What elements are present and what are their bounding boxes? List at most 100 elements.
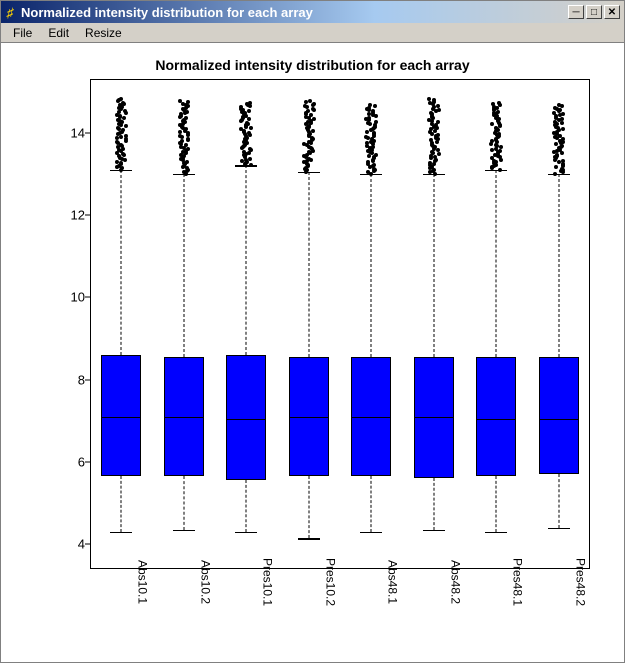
outlier-dot-Pres10.2-21 [302, 142, 306, 146]
median-line-Pres48.2 [539, 419, 579, 420]
outlier-dot-Abs10.1-33 [124, 124, 128, 128]
outlier-dot-Pres48.2-0 [553, 172, 557, 176]
outlier-dot-Pres10.1-0 [249, 163, 253, 167]
minimize-button[interactable]: ─ [568, 5, 584, 19]
outlier-dot-Pres48.2-5 [554, 165, 558, 169]
outlier-dot-Pres48.2-48 [552, 111, 556, 115]
outlier-dot-Abs10.1-1 [120, 166, 124, 170]
boxplot-group-Abs10.2 [153, 79, 216, 569]
outlier-dot-Abs48.1-41 [374, 120, 378, 124]
upper-whisker-Pres48.1 [496, 170, 497, 357]
outlier-dot-Pres10.1-37 [245, 121, 249, 125]
upper-whisker-cap-Pres48.1 [485, 170, 507, 171]
box-rect-Abs10.1[interactable] [101, 355, 141, 476]
median-line-Abs48.2 [414, 417, 454, 418]
menu-bar: File Edit Resize [1, 23, 624, 43]
outlier-dot-Pres10.1-31 [239, 127, 243, 131]
lower-whisker-cap-Abs48.1 [360, 532, 382, 533]
lower-whisker-cap-Pres48.1 [485, 532, 507, 533]
close-button[interactable]: ✕ [604, 5, 620, 19]
lower-whisker-Pres10.2 [308, 476, 309, 538]
outlier-dot-Abs48.2-17 [436, 148, 440, 152]
outlier-dot-Pres48.2-35 [561, 127, 565, 131]
outlier-dot-Pres48.2-27 [561, 137, 565, 141]
app-window: ♯ Normalized intensity distribution for … [0, 0, 625, 663]
y-tick-label-14: 14 [55, 125, 85, 140]
outlier-dot-Pres10.1-12 [242, 150, 246, 154]
outlier-dot-Abs48.1-32 [372, 131, 376, 135]
outlier-dot-Abs10.2-18 [186, 147, 190, 151]
outlier-dot-Abs48.1-27 [370, 137, 374, 141]
box-rect-Pres48.2[interactable] [539, 357, 579, 474]
menu-item-edit[interactable]: Edit [40, 24, 77, 42]
lower-whisker-Pres48.2 [558, 474, 559, 528]
outlier-dot-Abs48.2-24 [429, 138, 433, 142]
plot-area: Normalized intensity distribution for ea… [1, 43, 624, 662]
maximize-button[interactable]: □ [586, 5, 602, 19]
outlier-dot-Abs48.2-54 [427, 97, 431, 101]
menu-item-resize[interactable]: Resize [77, 24, 130, 42]
outlier-dot-Pres48.2-54 [557, 103, 561, 107]
outlier-dot-Abs10.1-23 [124, 137, 128, 141]
outlier-dot-Pres48.2-16 [560, 151, 564, 155]
outlier-dot-Pres10.2-10 [307, 157, 311, 161]
outlier-dot-Pres48.1-15 [498, 149, 502, 153]
outlier-dot-Abs10.2-28 [178, 134, 182, 138]
boxplot-group-Pres48.1 [465, 79, 528, 569]
outlier-dot-Abs10.2-54 [178, 99, 182, 103]
boxplot-group-Pres48.2 [528, 79, 591, 569]
outlier-dot-Pres48.1-54 [497, 101, 501, 105]
boxplot-group-Abs10.1 [90, 79, 153, 569]
outlier-dot-Abs48.2-8 [428, 161, 432, 165]
outlier-dot-Abs10.1-45 [123, 109, 127, 113]
outlier-dot-Abs10.1-26 [124, 134, 128, 138]
outlier-dot-Pres48.2-40 [560, 121, 564, 125]
outlier-dot-Pres48.2-23 [554, 142, 558, 146]
outlier-dot-Pres10.2-48 [311, 107, 315, 111]
outlier-dot-Abs48.2-46 [437, 108, 441, 112]
outlier-dot-Pres10.1-14 [248, 147, 252, 151]
outlier-dot-Pres10.1-40 [247, 117, 251, 121]
outlier-dot-Abs48.1-7 [372, 163, 376, 167]
outlier-dot-Abs48.1-54 [368, 103, 372, 107]
median-line-Pres10.1 [226, 419, 266, 420]
box-rect-Pres10.1[interactable] [226, 355, 266, 481]
median-line-Abs10.2 [164, 417, 204, 418]
outlier-dot-Abs10.1-6 [115, 160, 119, 164]
lower-whisker-cap-Pres10.2 [298, 538, 320, 539]
outlier-dot-Abs10.1-54 [119, 97, 123, 101]
menu-item-file[interactable]: File [5, 24, 40, 42]
median-line-Abs48.1 [351, 417, 391, 418]
y-tick-label-8: 8 [55, 372, 85, 387]
x-tick-label-Abs10.2: Abs10.2 [198, 551, 212, 614]
outlier-dot-Pres10.1-28 [247, 131, 251, 135]
lower-whisker-Abs48.1 [371, 476, 372, 532]
outlier-dot-Pres10.2-31 [311, 129, 315, 133]
outlier-dot-Abs48.2-37 [436, 120, 440, 124]
app-icon: ♯ [3, 5, 17, 19]
outlier-dot-Pres48.1-18 [499, 145, 503, 149]
outlier-dot-Pres10.1-6 [248, 157, 252, 161]
title-bar: ♯ Normalized intensity distribution for … [1, 1, 624, 23]
lower-whisker-cap-Pres10.1 [235, 532, 257, 533]
outlier-dot-Pres10.2-40 [312, 117, 316, 121]
upper-whisker-cap-Pres10.2 [298, 172, 320, 173]
upper-whisker-Abs10.1 [121, 170, 122, 355]
outlier-dot-Abs10.2-21 [184, 143, 188, 147]
window-controls: ─ □ ✕ [568, 5, 620, 19]
outlier-dot-Pres10.2-43 [309, 113, 313, 117]
lower-whisker-Abs48.2 [433, 478, 434, 529]
lower-whisker-cap-Abs10.1 [110, 532, 132, 533]
outlier-dot-Pres48.2-47 [561, 112, 565, 116]
box-rect-Pres48.1[interactable] [476, 357, 516, 476]
outlier-dot-Pres10.1-54 [248, 101, 252, 105]
outlier-dot-Pres10.2-46 [306, 109, 310, 113]
upper-whisker-Abs48.2 [433, 174, 434, 357]
x-tick-label-Abs48.1: Abs48.1 [385, 551, 399, 614]
outlier-dot-Abs10.1-39 [122, 116, 126, 120]
outlier-dot-Abs10.1-30 [121, 128, 125, 132]
outlier-dot-Abs48.1-53 [373, 104, 377, 108]
outlier-dot-Abs10.2-53 [186, 100, 190, 104]
outlier-dot-Abs48.1-1 [366, 170, 370, 174]
boxplot-group-Abs48.2 [403, 79, 466, 569]
